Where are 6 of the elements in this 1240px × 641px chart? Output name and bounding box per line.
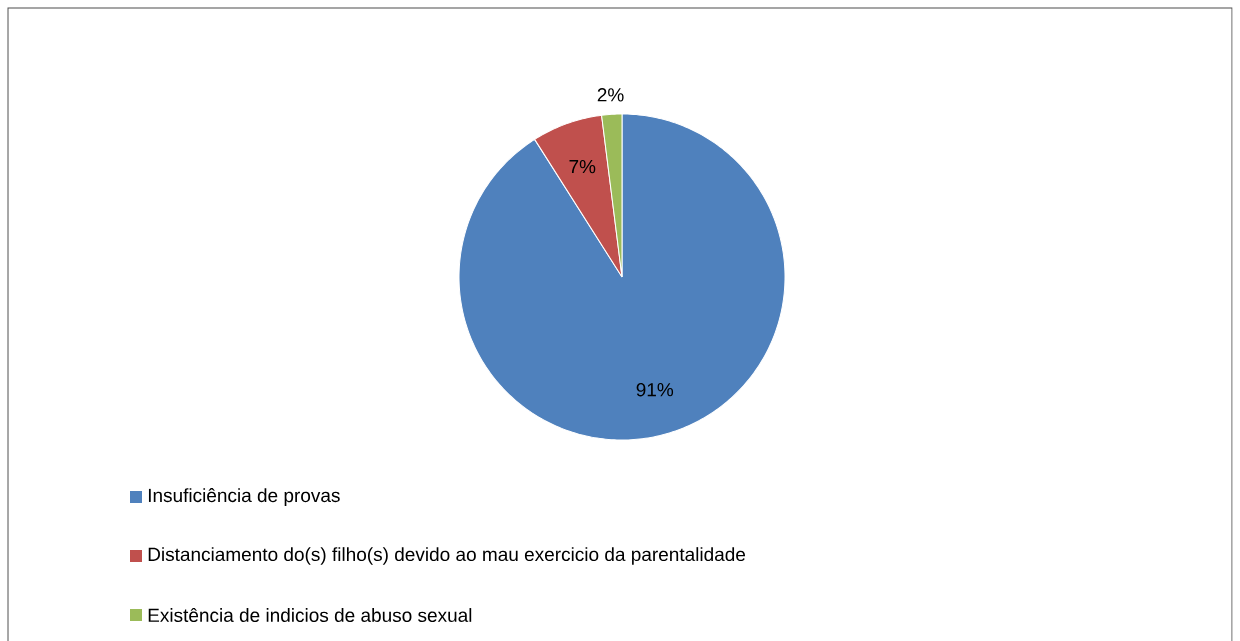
data-label: 7% <box>569 159 596 174</box>
legend-label: Insuficiência de provas <box>148 488 340 506</box>
data-label: 91% <box>636 382 674 397</box>
legend-label: Existência de indicios de abuso sexual <box>148 607 472 623</box>
data-label: 2% <box>597 88 624 102</box>
legend-label: Distanciamento do(s) filho(s) devido ao mau exercicio da parentalidade <box>148 547 746 565</box>
